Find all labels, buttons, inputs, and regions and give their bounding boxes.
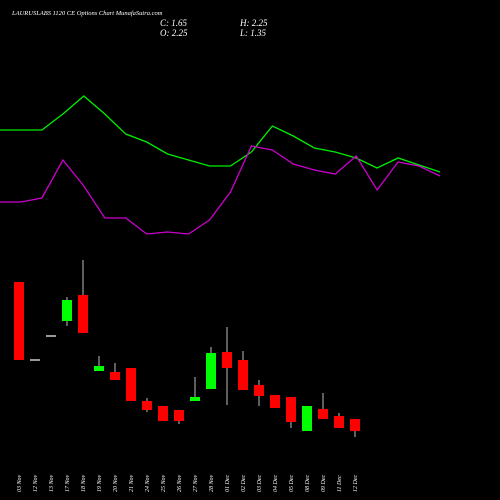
x-tick-label: 25 Nov: [161, 474, 167, 492]
x-tick-label: 03 Dec: [257, 475, 263, 492]
candle-body: [126, 368, 136, 401]
x-tick-label: 17 Nov: [65, 474, 71, 492]
x-tick-label: 21 Nov: [129, 474, 135, 492]
x-tick-label: 03 Nov: [17, 474, 23, 492]
x-tick-label: 20 Nov: [113, 474, 119, 492]
candle-body: [62, 300, 72, 321]
x-tick-label: 27 Nov: [193, 474, 199, 492]
indicator-line: [0, 145, 441, 235]
chart-title: LAURUSLABS 1120 CE Options Chart MunafaS…: [11, 10, 163, 17]
x-tick-label: 28 Nov: [209, 474, 215, 492]
indicator-line: [0, 95, 441, 173]
candle-body: [286, 397, 296, 422]
candle-body: [222, 352, 232, 368]
candle-body: [302, 406, 312, 431]
candle-body: [94, 366, 104, 371]
candle-body: [254, 385, 264, 396]
candle-body: [270, 395, 280, 408]
x-tick-label: 04 Dec: [272, 475, 279, 492]
x-tick-label: 09 Dec: [321, 475, 327, 492]
open-label: O: 2.25: [160, 28, 188, 38]
low-label: L: 1.35: [239, 28, 267, 38]
x-tick-label: 02 Dec: [241, 475, 247, 492]
x-tick-label: 05 Dec: [289, 475, 295, 492]
candle-body: [350, 419, 360, 431]
x-tick-label: 24 Nov: [144, 474, 151, 492]
x-tick-label: 11 Dec: [337, 475, 343, 492]
candle-body: [318, 409, 328, 419]
x-tick-label: 18 Nov: [81, 474, 87, 492]
x-tick-label: 26 Nov: [177, 474, 183, 492]
candle-body: [206, 353, 216, 389]
x-tick-label: 12 Dec: [353, 475, 359, 492]
x-tick-label: 13 Nov: [49, 474, 55, 492]
candle-body: [142, 401, 152, 410]
high-label: H: 2.25: [239, 18, 268, 28]
close-label: C: 1.65: [160, 18, 188, 28]
x-tick-label: 12 Nov: [33, 474, 39, 492]
candle-body: [110, 372, 120, 380]
candle-body: [238, 360, 248, 390]
candle-body: [78, 295, 88, 333]
candle-body: [174, 410, 184, 421]
x-tick-label: 08 Dec: [305, 475, 311, 492]
candle-body: [334, 416, 344, 428]
x-tick-label: 01 Dec: [225, 475, 231, 492]
candle-body: [158, 406, 168, 421]
x-tick-label: 19 Nov: [97, 474, 103, 492]
candle-body: [14, 282, 24, 360]
candle-body: [190, 397, 200, 401]
